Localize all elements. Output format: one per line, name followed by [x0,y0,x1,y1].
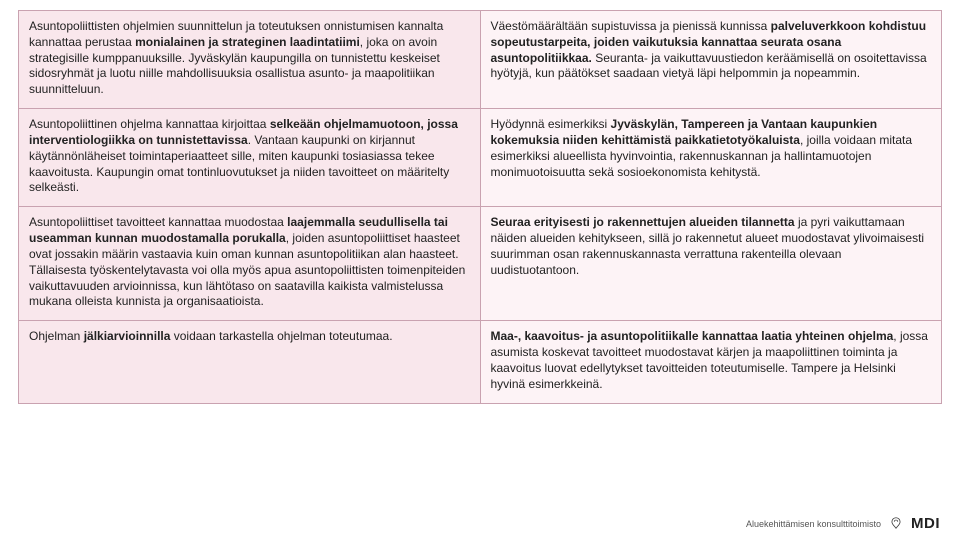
right-cell: Seuraa erityisesti jo rakennettujen alue… [480,207,942,321]
table-row: Ohjelman jälkiarvioinnilla voidaan tarka… [19,321,942,403]
table-row: Asuntopoliittiset tavoitteet kannattaa m… [19,207,942,321]
text-segment: Väestömäärältään supistuvissa ja pieniss… [491,19,771,33]
text-segment: Asuntopoliittinen ohjelma kannattaa kirj… [29,117,270,131]
page: Asuntopoliittisten ohjelmien suunnittelu… [0,0,960,540]
text-segment: Hyödynnä esimerkiksi [491,117,611,131]
left-cell: Asuntopoliittiset tavoitteet kannattaa m… [19,207,481,321]
footer-brand: MDI [911,515,940,532]
text-segment: Maa-, kaavoitus- ja asuntopolitiikalle k… [491,329,894,343]
footer-logo-icon [889,516,903,532]
right-cell: Hyödynnä esimerkiksi Jyväskylän, Tampere… [480,109,942,207]
left-cell: Ohjelman jälkiarvioinnilla voidaan tarka… [19,321,481,403]
footer: Aluekehittämisen konsulttitoimisto MDI [746,515,940,532]
table-body: Asuntopoliittisten ohjelmien suunnittelu… [19,11,942,404]
recommendations-table: Asuntopoliittisten ohjelmien suunnittelu… [18,10,942,404]
text-segment: Seuraa erityisesti jo rakennettujen alue… [491,215,795,229]
table-row: Asuntopoliittisten ohjelmien suunnittelu… [19,11,942,109]
text-segment: monialainen ja strateginen laadintatiimi [135,35,360,49]
right-cell: Maa-, kaavoitus- ja asuntopolitiikalle k… [480,321,942,403]
text-segment: Ohjelman [29,329,84,343]
text-segment: voidaan tarkastella ohjelman toteutumaa. [170,329,392,343]
text-segment: Asuntopoliittiset tavoitteet kannattaa m… [29,215,287,229]
text-segment: jälkiarvioinnilla [84,329,171,343]
left-cell: Asuntopoliittinen ohjelma kannattaa kirj… [19,109,481,207]
footer-small-text: Aluekehittämisen konsulttitoimisto [746,519,881,529]
table-row: Asuntopoliittinen ohjelma kannattaa kirj… [19,109,942,207]
left-cell: Asuntopoliittisten ohjelmien suunnittelu… [19,11,481,109]
right-cell: Väestömäärältään supistuvissa ja pieniss… [480,11,942,109]
